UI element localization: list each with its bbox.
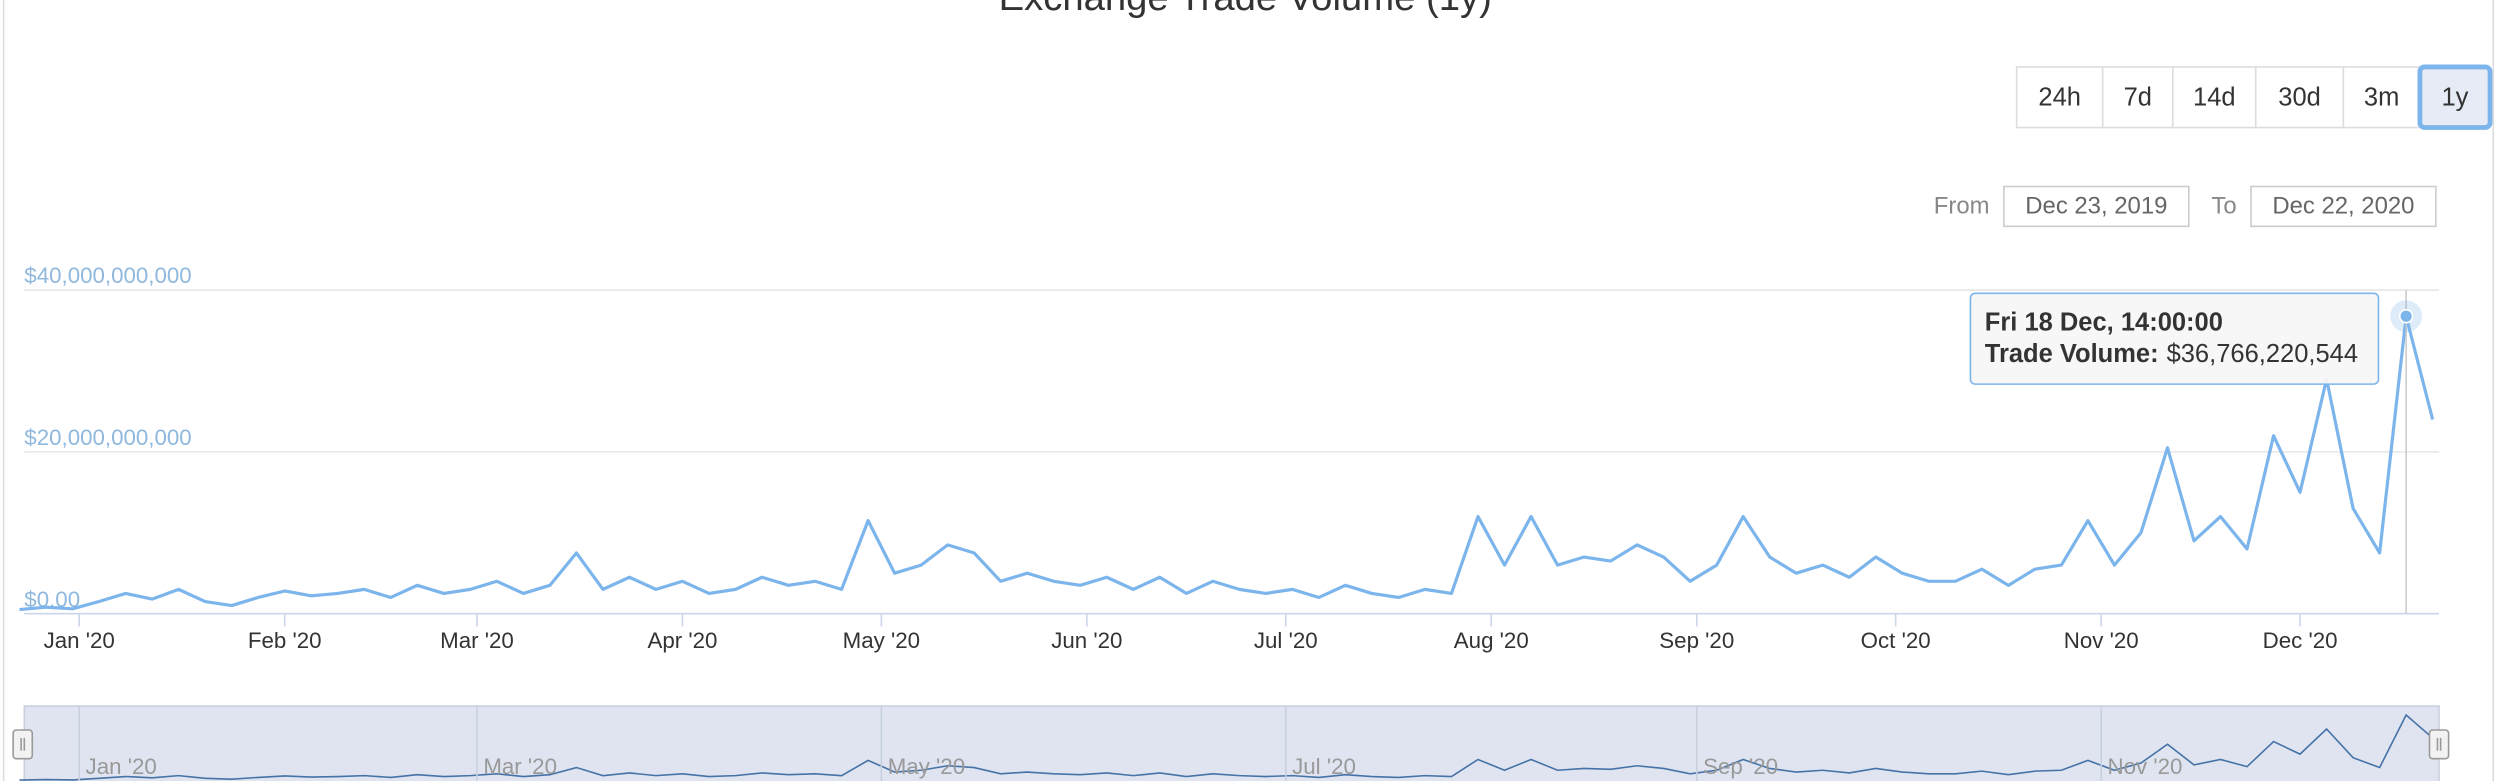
x-tick-label: Sep '20	[1659, 628, 1734, 653]
range-button-label[interactable]: 14d	[2193, 84, 2236, 112]
to-value[interactable]: Dec 22, 2020	[2272, 193, 2414, 220]
chart-title: Exchange Trade Volume (1y)	[999, 0, 1492, 19]
navigator-tick-label: Jul '20	[1292, 754, 1356, 779]
navigator-tick-label: Mar '20	[483, 754, 557, 779]
tooltip-date: Fri 18 Dec, 14:00:00	[1985, 308, 2223, 336]
tooltip-box	[1969, 292, 2380, 385]
navigator-tick-label: Sep '20	[1703, 754, 1778, 779]
to-label: To	[2211, 193, 2236, 220]
x-tick-label: Jul '20	[1254, 628, 1318, 653]
navigator-line	[19, 713, 2434, 781]
navigator-handle[interactable]	[12, 729, 34, 760]
tooltip-label: Trade Volume:	[1985, 340, 2159, 368]
range-button[interactable]	[2172, 66, 2257, 129]
x-tick-label: Mar '20	[440, 628, 514, 653]
range-button[interactable]	[2101, 66, 2174, 129]
from-label: From	[1934, 193, 1990, 220]
range-button[interactable]	[2417, 64, 2493, 130]
tooltip-value: $36,766,220,544	[2167, 340, 2358, 368]
navigator-background	[23, 705, 2440, 781]
navigator-tick-label: Nov '20	[2108, 754, 2183, 779]
x-tick-label: Jun '20	[1051, 628, 1122, 653]
x-tick-label: Feb '20	[248, 628, 322, 653]
series-line	[19, 314, 2435, 612]
x-tick-label: Dec '20	[2263, 628, 2338, 653]
range-button[interactable]	[2015, 66, 2104, 129]
from-value[interactable]: Dec 23, 2019	[2025, 193, 2167, 220]
range-button-label[interactable]: 30d	[2278, 84, 2321, 112]
y-tick-label: $20,000,000,000	[24, 425, 191, 450]
to-input[interactable]	[2250, 185, 2437, 228]
navigator-tick-label: Jan '20	[86, 754, 157, 779]
navigator-tick-label: May '20	[888, 754, 965, 779]
x-tick-label: Nov '20	[2064, 628, 2139, 653]
range-button-label[interactable]: 24h	[2038, 84, 2081, 112]
hover-marker	[2398, 309, 2414, 324]
navigator-handle[interactable]	[2428, 729, 2450, 760]
from-input[interactable]	[2003, 185, 2190, 228]
range-button-label[interactable]: 7d	[2124, 84, 2152, 112]
range-button-label[interactable]: 1y	[2442, 84, 2469, 112]
x-tick-label: Oct '20	[1861, 628, 1931, 653]
x-tick-label: Aug '20	[1454, 628, 1529, 653]
range-button-label[interactable]: 3m	[2364, 84, 2399, 112]
x-tick-label: May '20	[843, 628, 920, 653]
x-tick-label: Jan '20	[44, 628, 115, 653]
y-tick-label: $40,000,000,000	[24, 263, 191, 288]
x-tick-label: Apr '20	[647, 628, 717, 653]
